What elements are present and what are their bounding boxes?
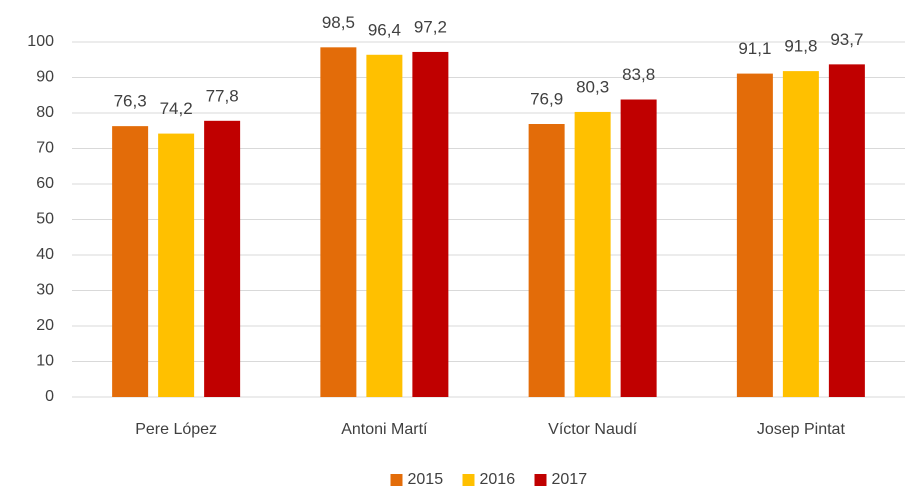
bar <box>366 54 403 397</box>
bar <box>412 51 449 397</box>
y-tick-label: 40 <box>36 246 54 263</box>
bar <box>112 126 149 397</box>
x-tick-label: Josep Pintat <box>757 421 846 438</box>
value-label: 76,3 <box>114 92 147 111</box>
value-label: 96,4 <box>368 20 401 39</box>
y-tick-label: 0 <box>45 388 54 405</box>
value-label: 98,5 <box>322 13 355 32</box>
value-label: 91,8 <box>784 37 817 56</box>
value-label: 74,2 <box>160 99 193 118</box>
bar <box>320 47 357 397</box>
x-tick-label: Antoni Martí <box>341 421 428 438</box>
y-tick-label: 30 <box>36 282 54 299</box>
value-label: 97,2 <box>414 17 447 36</box>
y-tick-label: 70 <box>36 140 54 157</box>
y-tick-label: 100 <box>27 33 54 50</box>
value-label: 83,8 <box>622 65 655 84</box>
legend-swatch <box>534 474 547 486</box>
bar <box>574 111 611 397</box>
bar <box>158 133 195 397</box>
value-label: 76,9 <box>530 89 563 108</box>
value-label: 93,7 <box>830 30 863 49</box>
y-tick-label: 80 <box>36 104 54 121</box>
legend-label: 2015 <box>408 471 444 488</box>
y-tick-label: 50 <box>36 211 54 228</box>
legend-label: 2016 <box>480 471 516 488</box>
legend-label: 2017 <box>552 471 588 488</box>
y-tick-label: 20 <box>36 317 54 334</box>
bar <box>620 99 657 397</box>
bar <box>204 120 241 397</box>
y-tick-label: 60 <box>36 175 54 192</box>
bar <box>828 64 865 398</box>
y-tick-label: 10 <box>36 353 54 370</box>
bar <box>528 124 565 397</box>
value-label: 77,8 <box>206 86 239 105</box>
x-tick-label: Víctor Naudí <box>548 421 637 438</box>
bar <box>782 71 819 398</box>
legend-swatch <box>462 474 475 486</box>
x-tick-label: Pere López <box>135 421 217 438</box>
value-label: 80,3 <box>576 77 609 96</box>
value-label: 91,1 <box>738 39 771 58</box>
y-tick-label: 90 <box>36 69 54 86</box>
bar <box>736 73 773 397</box>
legend-swatch <box>390 474 403 486</box>
